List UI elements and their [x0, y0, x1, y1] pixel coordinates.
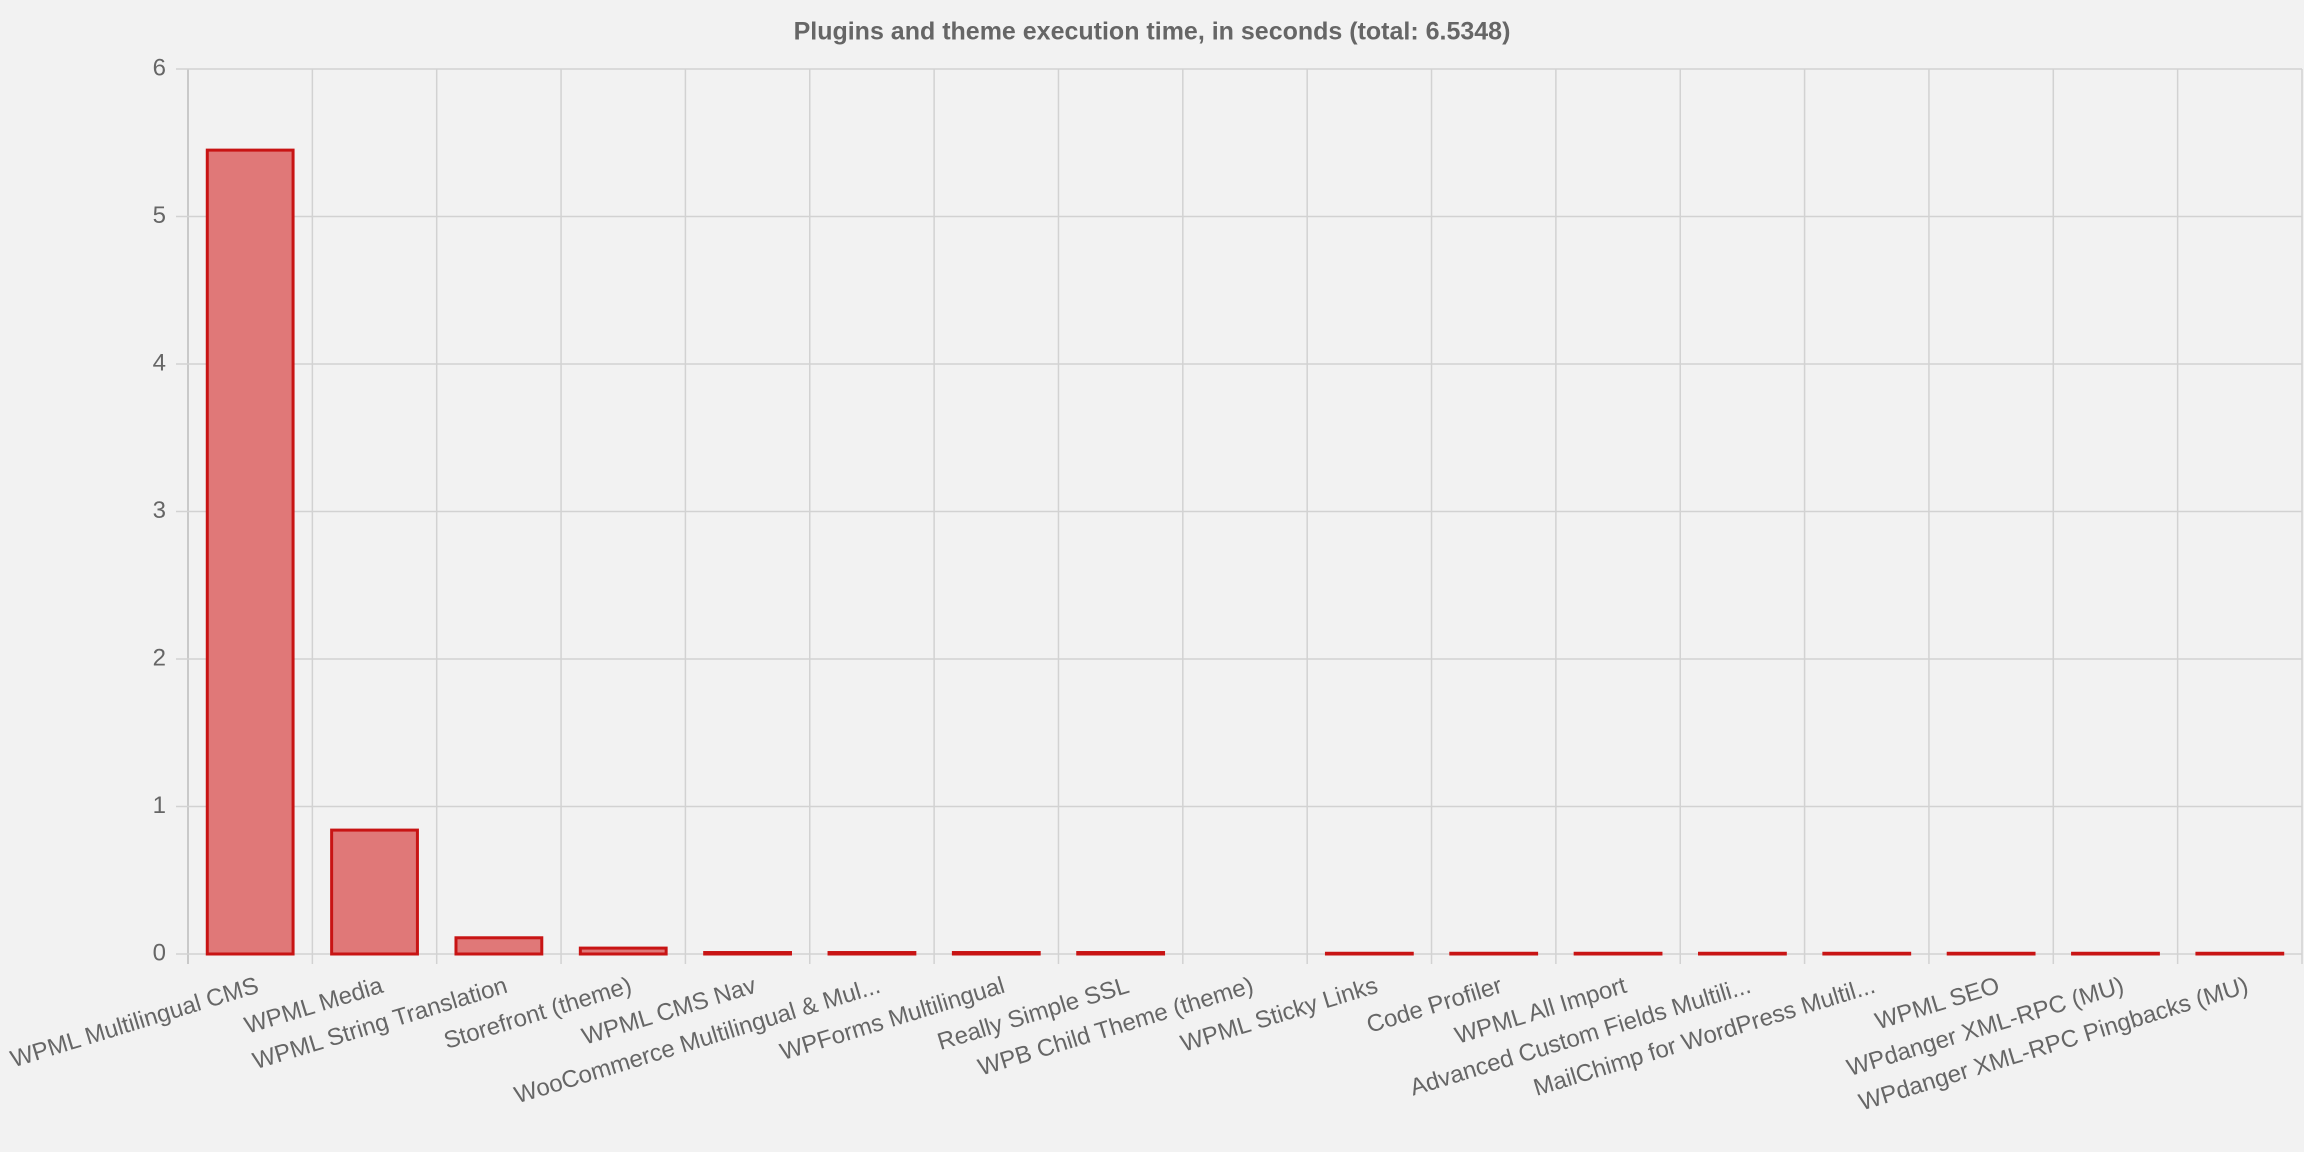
bar [951, 951, 1041, 956]
bar [1076, 951, 1166, 956]
chart-title: Plugins and theme execution time, in sec… [794, 18, 1511, 46]
bar [1946, 951, 2036, 956]
bar [205, 148, 295, 956]
bar [2071, 951, 2160, 956]
bar [827, 951, 917, 956]
bar [2195, 951, 2285, 956]
bar [1822, 951, 1912, 956]
bar [578, 946, 668, 956]
y-tick-label: 6 [153, 54, 166, 81]
bar [330, 828, 419, 956]
y-tick-label: 3 [153, 497, 166, 524]
bar [1573, 951, 1663, 956]
y-tick-label: 4 [153, 349, 166, 376]
y-tick-label: 5 [153, 202, 166, 229]
bar [454, 936, 544, 956]
y-tick-label: 1 [153, 792, 166, 819]
y-tick-label: 0 [153, 939, 166, 966]
y-tick-label: 2 [153, 644, 166, 671]
bar [1449, 951, 1539, 956]
bar [1698, 951, 1787, 956]
bar [703, 951, 792, 956]
bar [1324, 951, 1414, 956]
